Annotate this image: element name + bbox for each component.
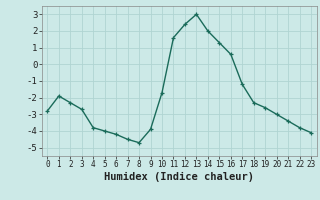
X-axis label: Humidex (Indice chaleur): Humidex (Indice chaleur) — [104, 172, 254, 182]
